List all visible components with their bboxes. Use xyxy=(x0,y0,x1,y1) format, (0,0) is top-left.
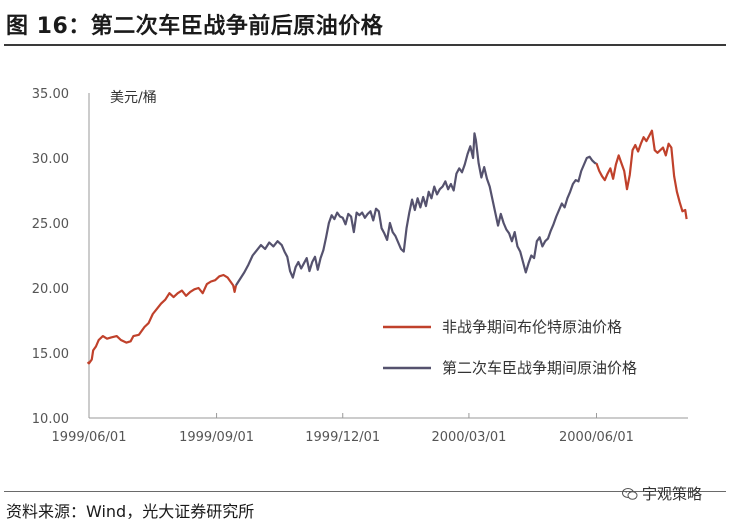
y-tick-label: 15.00 xyxy=(32,347,69,362)
price-line-chart: 35.00 30.00 25.00 20.00 15.00 10.00 1999/06/0… xyxy=(32,87,688,445)
watermark: 宇观策略 xyxy=(622,483,702,504)
y-tick-label: 25.00 xyxy=(32,217,69,232)
series-line-1 xyxy=(235,132,597,286)
watermark-text: 宇观策略 xyxy=(642,485,703,503)
y-tick-label: 30.00 xyxy=(32,152,69,167)
x-tick-label: 2000/03/01 xyxy=(431,430,506,445)
wechat-icon xyxy=(622,487,638,500)
series-line-2 xyxy=(595,129,688,220)
y-tick-label: 20.00 xyxy=(32,282,69,297)
legend-label: 非战争期间布伦特原油价格 xyxy=(442,318,622,336)
source-note: 资料来源：Wind，光大证券研究所 xyxy=(6,502,255,521)
legend-label: 第二次车臣战争期间原油价格 xyxy=(442,359,637,377)
x-tick-labels: 1999/06/01 1999/09/01 1999/12/01 2000/03/01… xyxy=(52,430,634,445)
y-tick-labels: 35.00 30.00 25.00 20.00 15.00 10.00 xyxy=(32,87,69,427)
source-divider xyxy=(4,491,726,492)
y-tick-label: 10.00 xyxy=(32,412,69,427)
series-line-0 xyxy=(86,273,238,365)
y-unit-label: 美元/桶 xyxy=(110,90,157,106)
y-tick-label: 35.00 xyxy=(32,87,69,102)
chart-series-lines xyxy=(86,129,688,365)
x-tick-label: 1999/06/01 xyxy=(52,430,127,445)
x-tick-label: 2000/06/01 xyxy=(559,430,634,445)
title-divider xyxy=(4,44,726,46)
figure-title: 图 16：第二次车臣战争前后原油价格 xyxy=(6,14,384,39)
x-tick-label: 1999/09/01 xyxy=(179,430,254,445)
x-tick-label: 1999/12/01 xyxy=(305,430,380,445)
